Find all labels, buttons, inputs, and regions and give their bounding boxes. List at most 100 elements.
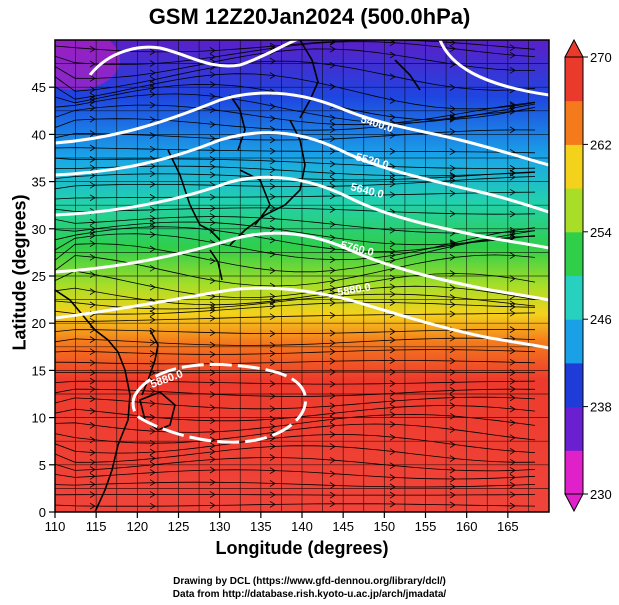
height-contours <box>55 40 549 444</box>
flow-arrowhead <box>389 397 396 405</box>
flow-arrowhead <box>509 101 516 108</box>
y-tick-label: 5 <box>39 458 46 473</box>
flow-arrowhead <box>209 428 216 436</box>
x-tick-label: 150 <box>373 519 395 534</box>
colorbar-segment <box>565 57 583 102</box>
colorbar-tick-label: 254 <box>590 225 612 240</box>
flow-arrowhead <box>509 481 516 489</box>
flow-arrowhead <box>329 368 336 376</box>
flow-arrowhead <box>389 483 396 491</box>
x-tick-label: 155 <box>415 519 437 534</box>
flow-arrowhead <box>389 226 396 234</box>
x-tick-label: 145 <box>332 519 354 534</box>
flow-arrowhead <box>149 439 156 447</box>
flow-arrowhead <box>449 45 456 53</box>
flow-arrowhead <box>509 300 516 308</box>
flow-arrowhead <box>389 240 396 248</box>
flow-arrowhead <box>89 130 96 137</box>
flow-arrowhead <box>149 91 156 98</box>
flow-arrowhead <box>449 491 456 499</box>
chart-title: GSM 12Z20Jan2024 (500.0hPa) <box>148 4 471 29</box>
flow-arrowhead <box>209 257 216 265</box>
flow-arrowhead <box>269 423 276 430</box>
flow-arrowhead <box>269 380 276 388</box>
flow-arrowhead <box>269 443 276 450</box>
flow-arrowhead <box>329 206 336 213</box>
flow-arrowhead <box>449 84 456 91</box>
flow-arrowhead <box>449 164 456 172</box>
flow-arrowhead <box>149 264 156 272</box>
flow-arrowhead <box>449 105 456 113</box>
x-tick-label: 120 <box>126 519 148 534</box>
flow-arrowhead <box>509 51 516 59</box>
flow-arrowhead <box>509 233 516 241</box>
flow-arrowhead <box>149 469 156 476</box>
flow-arrowhead <box>269 103 276 110</box>
flow-arrowhead <box>89 225 96 233</box>
flow-arrowhead <box>209 369 216 376</box>
flow-arrowhead <box>509 369 516 376</box>
x-tick-label: 115 <box>86 519 107 534</box>
flow-arrowhead <box>509 173 516 181</box>
flow-arrowhead <box>149 360 156 368</box>
flow-arrowhead <box>209 436 216 444</box>
flow-arrowhead <box>509 358 516 366</box>
flow-arrowhead <box>329 380 336 388</box>
flow-arrowhead <box>209 456 216 463</box>
flow-arrowhead <box>329 392 336 400</box>
flow-arrowhead <box>389 368 396 376</box>
flow-arrowhead <box>209 81 216 88</box>
flow-arrowhead <box>329 470 336 478</box>
flow-arrowhead <box>89 253 96 261</box>
flow-arrowhead <box>149 414 156 421</box>
flow-arrowhead <box>509 447 516 455</box>
flow-arrowhead <box>329 267 336 274</box>
flow-arrowhead <box>449 402 456 409</box>
flow-arrowhead <box>269 341 276 349</box>
flow-arrowhead <box>509 385 516 393</box>
flow-arrowhead <box>89 458 96 466</box>
colorbar-segment <box>565 188 583 233</box>
flow-arrowhead <box>149 132 156 139</box>
flow-arrowhead <box>89 181 96 189</box>
flow-arrowhead <box>149 502 156 510</box>
flow-arrowhead <box>149 170 156 178</box>
flow-arrowhead <box>89 104 96 112</box>
flow-arrowhead <box>389 421 396 428</box>
flow-arrowhead <box>89 407 96 415</box>
flow-arrowhead <box>89 240 96 247</box>
flow-arrowhead <box>389 336 396 344</box>
flow-arrowhead <box>89 317 96 325</box>
flow-arrowhead <box>209 307 216 314</box>
flow-arrowhead <box>449 172 456 179</box>
flow-arrowhead <box>269 136 276 144</box>
flow-arrowhead <box>209 391 216 398</box>
flow-arrowhead <box>269 434 276 442</box>
colorbar-segment <box>565 100 583 145</box>
flow-arrowhead <box>269 350 276 357</box>
flow-arrowhead <box>389 389 396 397</box>
flow-arrowhead <box>449 115 456 123</box>
flow-arrowhead <box>149 491 156 498</box>
colorbar-segment <box>565 319 583 364</box>
flow-arrowhead <box>209 442 216 450</box>
flow-arrowhead <box>329 45 336 53</box>
flow-arrowhead <box>329 482 336 489</box>
flow-arrowhead <box>149 101 156 109</box>
flow-arrowhead <box>209 448 216 455</box>
x-tick-label: 165 <box>497 519 519 534</box>
flow-arrowhead <box>329 422 336 429</box>
flow-arrowhead <box>449 40 456 47</box>
flow-arrowhead <box>89 288 96 295</box>
flow-arrowhead <box>509 275 516 282</box>
flow-arrowhead <box>449 239 456 246</box>
flow-arrowhead <box>449 346 456 354</box>
flow-arrowhead <box>389 97 396 104</box>
flow-arrowhead <box>89 144 96 152</box>
flow-arrowhead <box>89 301 96 309</box>
flow-arrowhead <box>149 305 156 313</box>
flow-arrowhead <box>149 116 156 124</box>
flow-arrowhead <box>449 334 456 342</box>
colorbar-tick-label: 262 <box>590 137 612 152</box>
